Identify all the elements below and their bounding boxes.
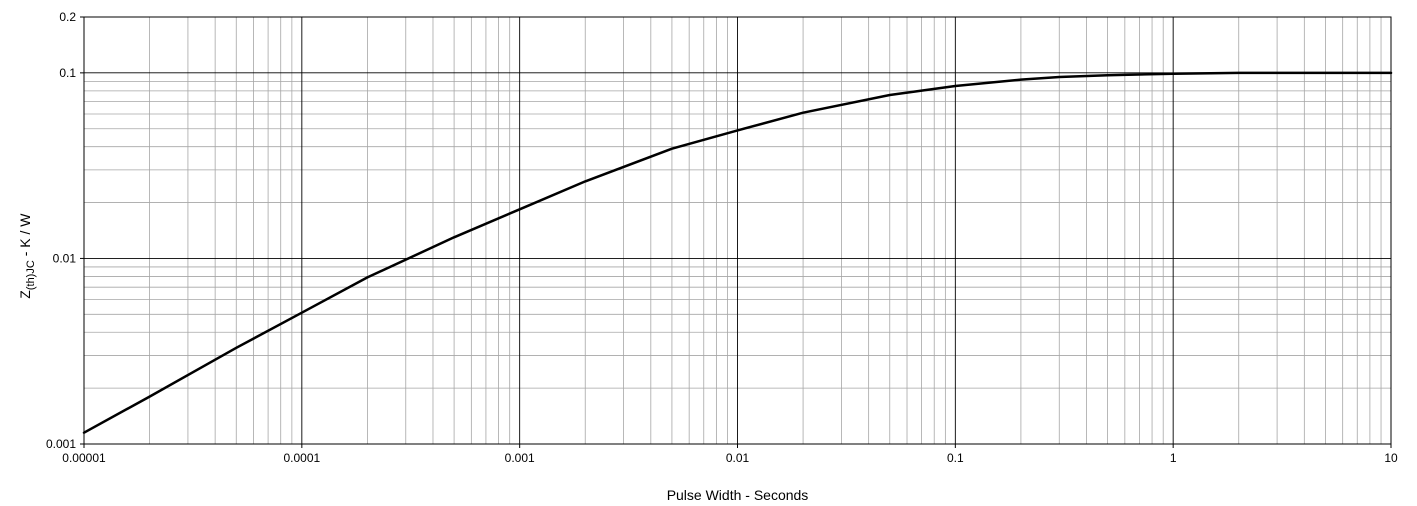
y-axis-title: Z(th)JC - K / W: [17, 213, 37, 299]
x-axis-title: Pulse Width - Seconds: [667, 487, 809, 503]
y-tick-labels: 0.001 0.01 0.1 0.2: [46, 10, 84, 451]
x-tick-label: 0.1: [947, 451, 964, 465]
y-axis-title-main: Z: [17, 290, 33, 299]
y-tick-label: 0.001: [46, 437, 76, 451]
x-tick-labels: 0.00001 0.0001 0.001 0.01 0.1 1 10: [62, 444, 1398, 465]
x-tick-label: 0.0001: [283, 451, 320, 465]
x-tick-label: 0.01: [726, 451, 750, 465]
y-axis-title-subscript: (th)JC: [25, 260, 37, 290]
series-line: [82, 71, 1393, 434]
y-axis-title-rest: - K / W: [17, 213, 33, 260]
x-tick-label: 1: [1170, 451, 1177, 465]
x-tick-label: 0.00001: [62, 451, 106, 465]
x-tick-label: 10: [1384, 451, 1398, 465]
x-tick-label: 0.001: [505, 451, 535, 465]
y-tick-label: 0.01: [53, 251, 77, 265]
y-tick-label: 0.2: [59, 10, 76, 24]
y-tick-label: 0.1: [59, 66, 76, 80]
series-layer: [82, 71, 1393, 434]
